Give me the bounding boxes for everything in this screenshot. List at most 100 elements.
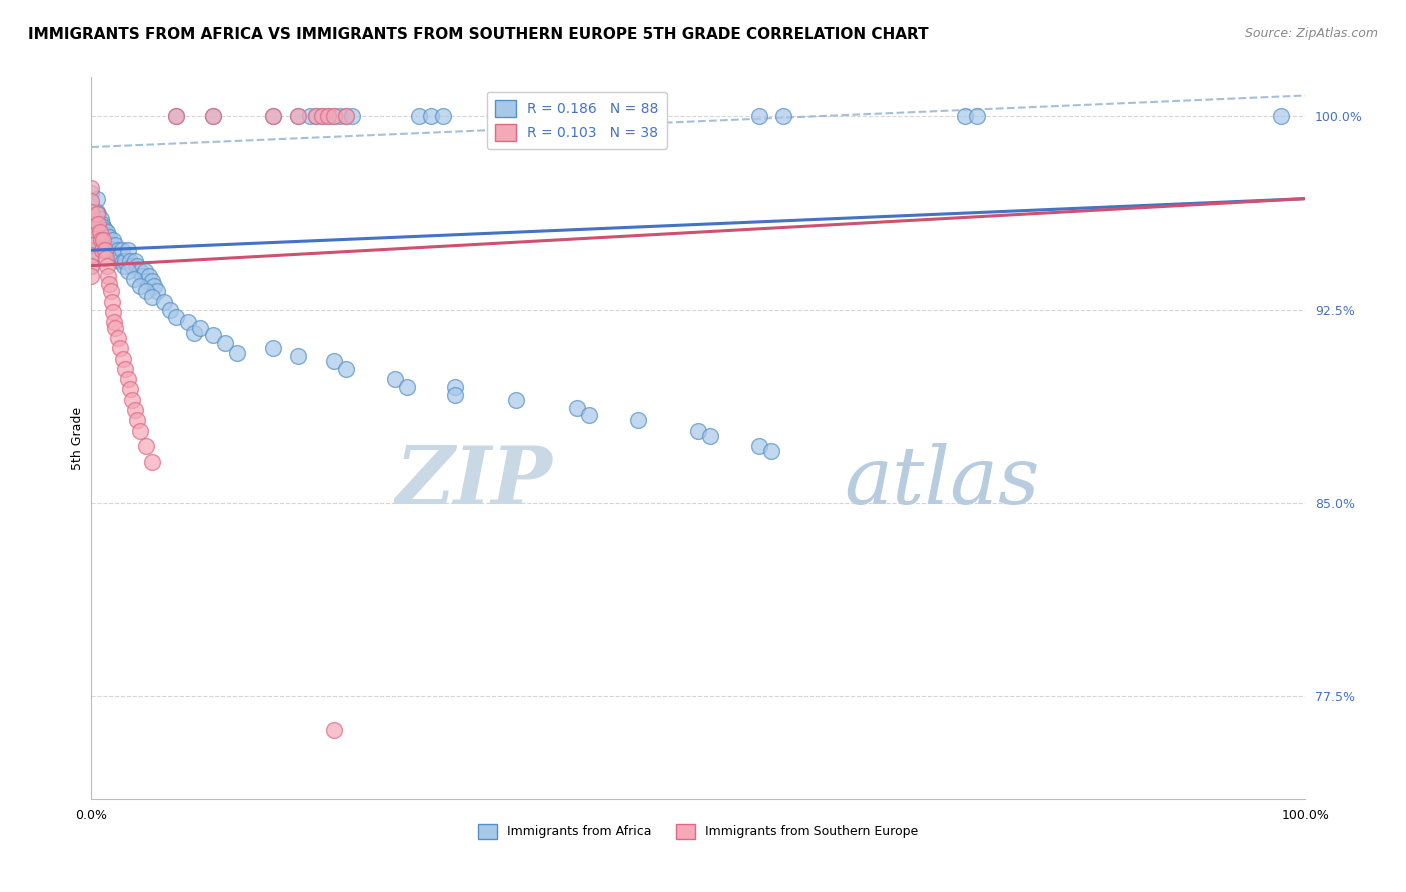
Text: atlas: atlas <box>844 443 1039 521</box>
Point <box>96 225 118 239</box>
Point <box>94 251 117 265</box>
Point <box>80 204 103 219</box>
Point <box>165 310 187 325</box>
Point <box>165 109 187 123</box>
Point <box>80 233 103 247</box>
Point <box>91 227 114 242</box>
Point <box>114 361 136 376</box>
Point <box>100 238 122 252</box>
Point <box>80 181 103 195</box>
Point <box>107 331 129 345</box>
Point <box>100 285 122 299</box>
Legend: Immigrants from Africa, Immigrants from Southern Europe: Immigrants from Africa, Immigrants from … <box>472 819 924 844</box>
Point <box>91 219 114 234</box>
Point <box>432 109 454 123</box>
Point <box>94 238 117 252</box>
Point <box>287 109 309 123</box>
Point <box>128 424 150 438</box>
Point <box>110 248 132 262</box>
Point <box>89 225 111 239</box>
Point <box>117 244 139 258</box>
Point <box>335 109 357 123</box>
Point <box>87 207 110 221</box>
Point <box>298 109 321 123</box>
Point <box>141 455 163 469</box>
Point <box>80 259 103 273</box>
Point <box>772 109 794 123</box>
Point <box>335 361 357 376</box>
Point <box>94 227 117 242</box>
Point <box>98 277 121 291</box>
Point <box>966 109 988 123</box>
Point <box>688 424 710 438</box>
Point <box>111 253 134 268</box>
Point <box>323 354 346 368</box>
Point <box>135 285 157 299</box>
Point <box>98 230 121 244</box>
Point <box>118 253 141 268</box>
Point <box>141 274 163 288</box>
Point <box>138 268 160 283</box>
Point <box>80 268 103 283</box>
Point <box>87 218 110 232</box>
Point <box>143 279 166 293</box>
Point <box>578 409 600 423</box>
Point <box>323 109 346 123</box>
Point <box>955 109 977 123</box>
Point <box>122 271 145 285</box>
Point <box>1270 109 1292 123</box>
Point <box>80 238 103 252</box>
Point <box>118 383 141 397</box>
Point <box>80 199 103 213</box>
Point <box>86 204 108 219</box>
Point <box>80 227 103 242</box>
Point <box>80 251 103 265</box>
Point <box>342 109 364 123</box>
Point <box>114 253 136 268</box>
Point <box>444 380 467 394</box>
Point <box>127 259 149 273</box>
Point <box>111 351 134 366</box>
Point <box>80 244 103 258</box>
Point <box>117 264 139 278</box>
Point <box>136 274 159 288</box>
Point <box>565 401 588 415</box>
Point <box>124 253 146 268</box>
Point <box>124 403 146 417</box>
Point <box>110 244 132 258</box>
Point <box>262 341 284 355</box>
Point <box>127 413 149 427</box>
Point <box>80 218 103 232</box>
Point <box>101 305 124 319</box>
Point <box>626 413 648 427</box>
Point <box>384 372 406 386</box>
Point <box>517 109 540 123</box>
Point <box>311 109 333 123</box>
Point <box>80 218 103 232</box>
Point <box>91 230 114 244</box>
Point <box>90 222 112 236</box>
Point <box>110 341 132 355</box>
Text: Source: ZipAtlas.com: Source: ZipAtlas.com <box>1244 27 1378 40</box>
Point <box>287 349 309 363</box>
Point <box>97 244 120 258</box>
Point <box>145 285 167 299</box>
Point <box>287 109 309 123</box>
Point <box>80 259 103 273</box>
Point <box>759 444 782 458</box>
Point <box>329 109 352 123</box>
Point <box>748 439 770 453</box>
Point <box>97 268 120 283</box>
Point <box>183 326 205 340</box>
Point <box>134 264 156 278</box>
Point <box>262 109 284 123</box>
Point <box>225 346 247 360</box>
Point <box>323 109 346 123</box>
Point <box>131 268 153 283</box>
Point <box>86 212 108 227</box>
Point <box>141 290 163 304</box>
Point <box>80 238 103 252</box>
Point <box>128 264 150 278</box>
Point <box>108 253 131 268</box>
Point <box>104 320 127 334</box>
